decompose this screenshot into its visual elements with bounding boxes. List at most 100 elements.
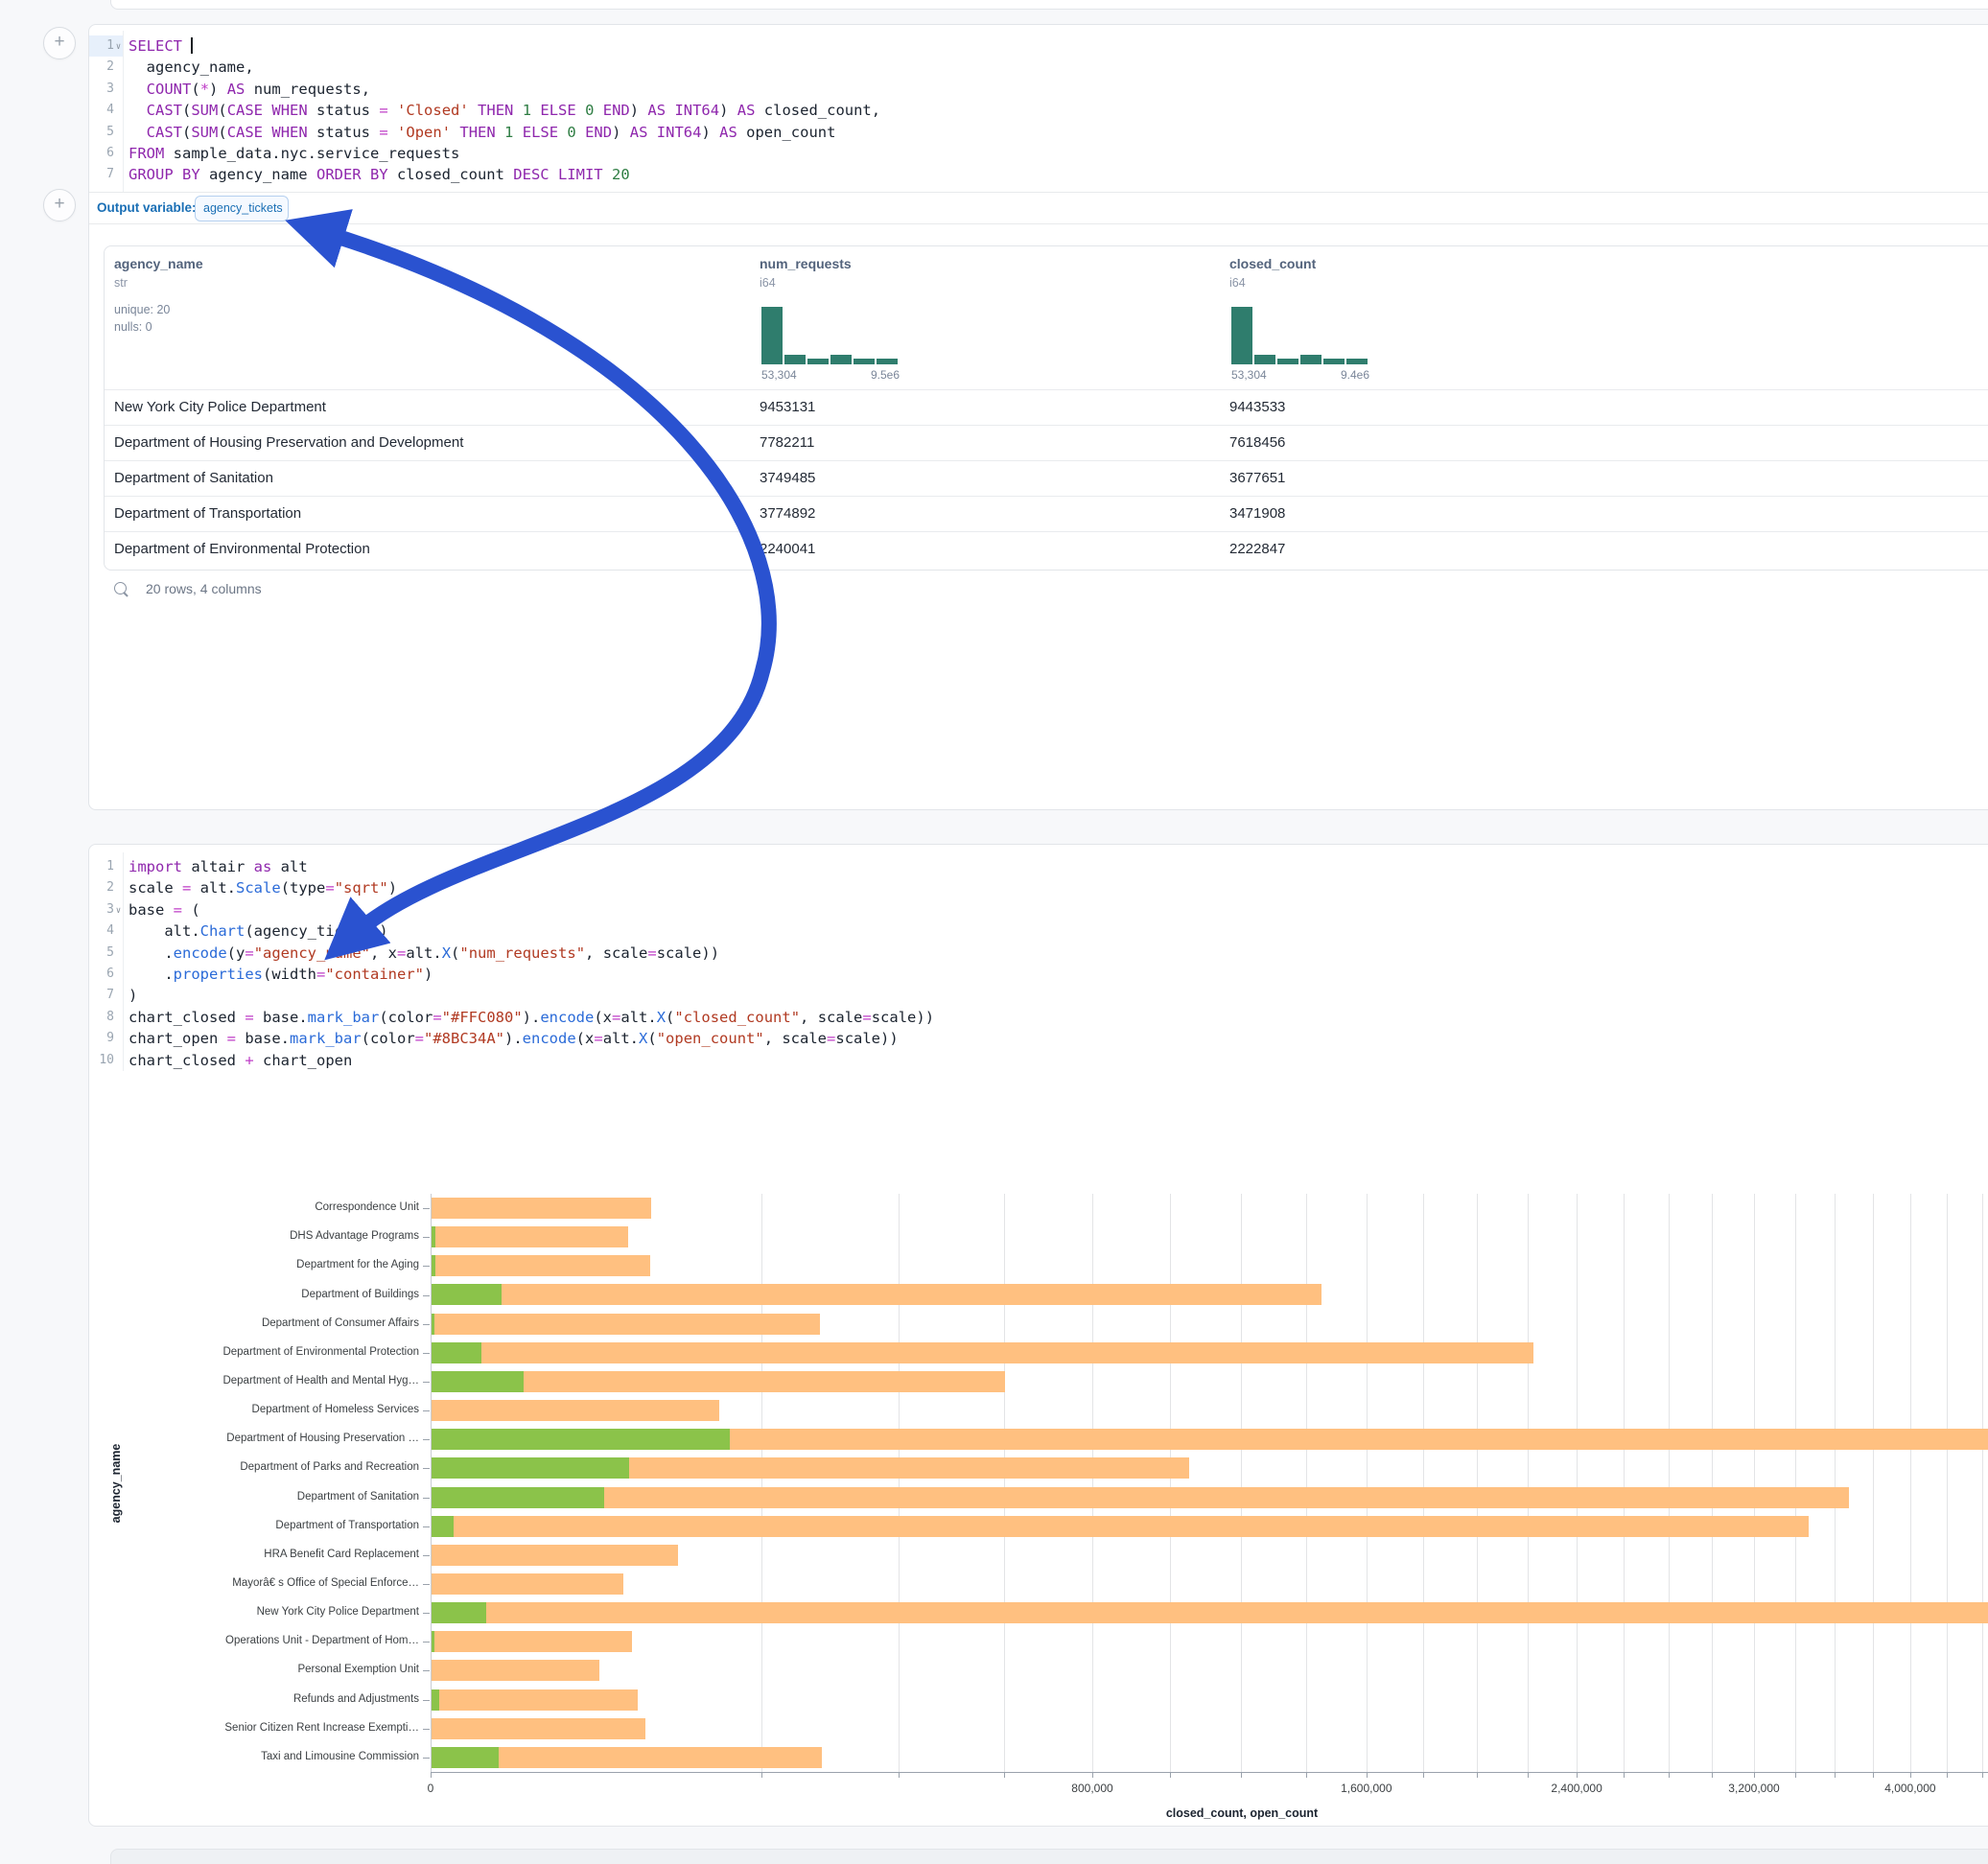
line-number: 8 bbox=[106, 1009, 114, 1024]
code-line[interactable]: 1 ∨ SELECT bbox=[89, 35, 1969, 58]
output-variable-label: Output variable: bbox=[97, 200, 197, 215]
line-gutter: 3 ∨ bbox=[89, 899, 123, 920]
histogram-max-label: 9.5e6 bbox=[870, 368, 900, 382]
gutter-separator bbox=[123, 31, 124, 192]
table-cell: Department of Environmental Protection bbox=[114, 541, 370, 557]
column-histogram bbox=[760, 306, 901, 365]
line-number: 6 bbox=[106, 966, 114, 981]
table-row: Department of Environmental Protection 22… bbox=[105, 531, 1988, 568]
code-line[interactable]: 2 agency_name, bbox=[89, 57, 1969, 78]
table-row: Department of Housing Preservation and D… bbox=[105, 425, 1988, 461]
sql-cell: 1 ∨ SELECT 2 agency_name, 3 COUNT(*) AS num… bbox=[88, 24, 1988, 810]
code-line[interactable]: 1 import altair as alt bbox=[89, 856, 1969, 877]
table-row: Department of Transportation 3774892 34719… bbox=[105, 496, 1988, 532]
histogram-bar bbox=[784, 354, 807, 365]
histogram-min-label: 53,304 bbox=[1231, 368, 1267, 382]
table-footer: 20 rows, 4 columns bbox=[114, 579, 498, 608]
python-cell: 1 import altair as alt 2 scale = alt.Scale(… bbox=[88, 844, 1988, 1827]
histogram-bar bbox=[1253, 354, 1276, 365]
table-cell: 9443533 bbox=[1229, 399, 1286, 415]
line-number: 1 bbox=[106, 859, 114, 874]
histogram-bar bbox=[1276, 358, 1299, 365]
previous-cell-edge bbox=[110, 0, 1988, 10]
line-gutter: 2 bbox=[89, 877, 123, 898]
code-line[interactable]: 10 chart_closed + chart_open bbox=[89, 1050, 1969, 1071]
code-line[interactable]: 7 GROUP BY agency_name ORDER BY closed_co… bbox=[89, 164, 1969, 185]
code-line[interactable]: 4 alt.Chart(agency_tickets) bbox=[89, 920, 1969, 942]
code-line[interactable]: 5 .encode(y="agency_name", x=alt.X("num_… bbox=[89, 943, 1969, 964]
table-cell: Department of Transportation bbox=[114, 505, 302, 522]
fold-chevron-icon[interactable]: ∨ bbox=[115, 42, 122, 52]
column-header[interactable]: closed_count bbox=[1229, 256, 1317, 271]
histogram-bar bbox=[830, 354, 853, 365]
line-gutter: 1 bbox=[89, 856, 123, 877]
python-code-editor[interactable]: 1 import altair as alt 2 scale = alt.Scale(… bbox=[89, 856, 1969, 1071]
code-line[interactable]: 9 chart_open = base.mark_bar(color="#8BC3… bbox=[89, 1028, 1969, 1049]
table-cell: Department of Sanitation bbox=[114, 470, 273, 486]
line-number: 7 bbox=[106, 167, 114, 182]
histogram-bar bbox=[1230, 306, 1253, 365]
column-header[interactable]: num_requests bbox=[760, 256, 852, 271]
line-gutter: 5 bbox=[89, 122, 123, 143]
line-gutter: 9 bbox=[89, 1028, 123, 1049]
table-header: agency_name str unique: 20 nulls: 0 num_requ… bbox=[105, 246, 1988, 389]
line-number: 5 bbox=[106, 124, 114, 139]
code-line[interactable]: 6 FROM sample_data.nyc.service_requests bbox=[89, 143, 1969, 164]
code-line[interactable]: 6 .properties(width="container") bbox=[89, 964, 1969, 985]
line-gutter: 3 bbox=[89, 79, 123, 100]
line-gutter: 7 bbox=[89, 985, 123, 1006]
line-number: 4 bbox=[106, 103, 114, 118]
line-number: 5 bbox=[106, 944, 114, 960]
histogram-bar bbox=[1345, 358, 1368, 365]
histogram-bar bbox=[876, 358, 899, 365]
output-variable-row: Output variable: agency_tickets bbox=[89, 193, 1988, 223]
histogram-bar bbox=[807, 358, 830, 365]
column-dtype: i64 bbox=[1229, 276, 1246, 290]
line-number: 4 bbox=[106, 923, 114, 939]
code-line[interactable]: 3 COUNT(*) AS num_requests, bbox=[89, 79, 1969, 100]
table-cell: 2240041 bbox=[760, 541, 816, 557]
table-cell: 3774892 bbox=[760, 505, 816, 522]
line-number: 1 bbox=[106, 38, 114, 53]
code-line[interactable]: 4 CAST(SUM(CASE WHEN status = 'Closed' T… bbox=[89, 100, 1969, 121]
add-cell-button-output[interactable]: + bbox=[43, 189, 76, 221]
line-gutter: 1 ∨ bbox=[89, 35, 123, 58]
code-line[interactable]: 7) bbox=[89, 985, 1969, 1006]
add-cell-button-top[interactable]: + bbox=[43, 27, 76, 59]
line-number: 6 bbox=[106, 145, 114, 160]
table-dimensions-label: 20 rows, 4 columns bbox=[146, 581, 262, 596]
divider bbox=[89, 192, 1988, 193]
line-gutter: 4 bbox=[89, 100, 123, 121]
column-header[interactable]: agency_name bbox=[114, 256, 203, 271]
code-line[interactable]: 3 ∨ base = ( bbox=[89, 899, 1969, 920]
line-number: 2 bbox=[106, 880, 114, 896]
fold-chevron-icon[interactable]: ∨ bbox=[115, 905, 122, 916]
line-gutter: 2 bbox=[89, 57, 123, 78]
code-line[interactable]: 5 CAST(SUM(CASE WHEN status = 'Open' THE… bbox=[89, 122, 1969, 143]
code-line[interactable]: 8 chart_closed = base.mark_bar(color="#FF… bbox=[89, 1007, 1969, 1028]
line-gutter: 8 bbox=[89, 1007, 123, 1028]
line-number: 2 bbox=[106, 59, 114, 75]
table-cell: 9453131 bbox=[760, 399, 816, 415]
table-cell: 7782211 bbox=[760, 434, 815, 451]
code-line[interactable]: 2 scale = alt.Scale(type="sqrt") bbox=[89, 877, 1969, 898]
sql-code-editor[interactable]: 1 ∨ SELECT 2 agency_name, 3 COUNT(*) AS num… bbox=[89, 35, 1969, 186]
column-stat: unique: 20 bbox=[114, 303, 171, 316]
table-row: New York City Police Department 9453131 94… bbox=[105, 389, 1988, 426]
histogram-max-label: 9.4e6 bbox=[1340, 368, 1369, 382]
next-cell-edge bbox=[110, 1849, 1988, 1864]
line-gutter: 4 bbox=[89, 920, 123, 942]
table-cell: 3749485 bbox=[760, 470, 816, 486]
line-number: 3 bbox=[106, 901, 114, 917]
table-cell: 3677651 bbox=[1229, 470, 1286, 486]
column-stat: nulls: 0 bbox=[114, 320, 152, 334]
search-icon[interactable] bbox=[114, 582, 127, 594]
line-gutter: 6 bbox=[89, 143, 123, 164]
output-variable-pill[interactable]: agency_tickets bbox=[195, 196, 289, 221]
line-gutter: 6 bbox=[89, 964, 123, 985]
table-cell: 7618456 bbox=[1229, 434, 1286, 451]
table-row: Department of Sanitation 3749485 3677651 bbox=[105, 460, 1988, 497]
table-cell: 3471908 bbox=[1229, 505, 1286, 522]
table-cell: 2222847 bbox=[1229, 541, 1286, 557]
